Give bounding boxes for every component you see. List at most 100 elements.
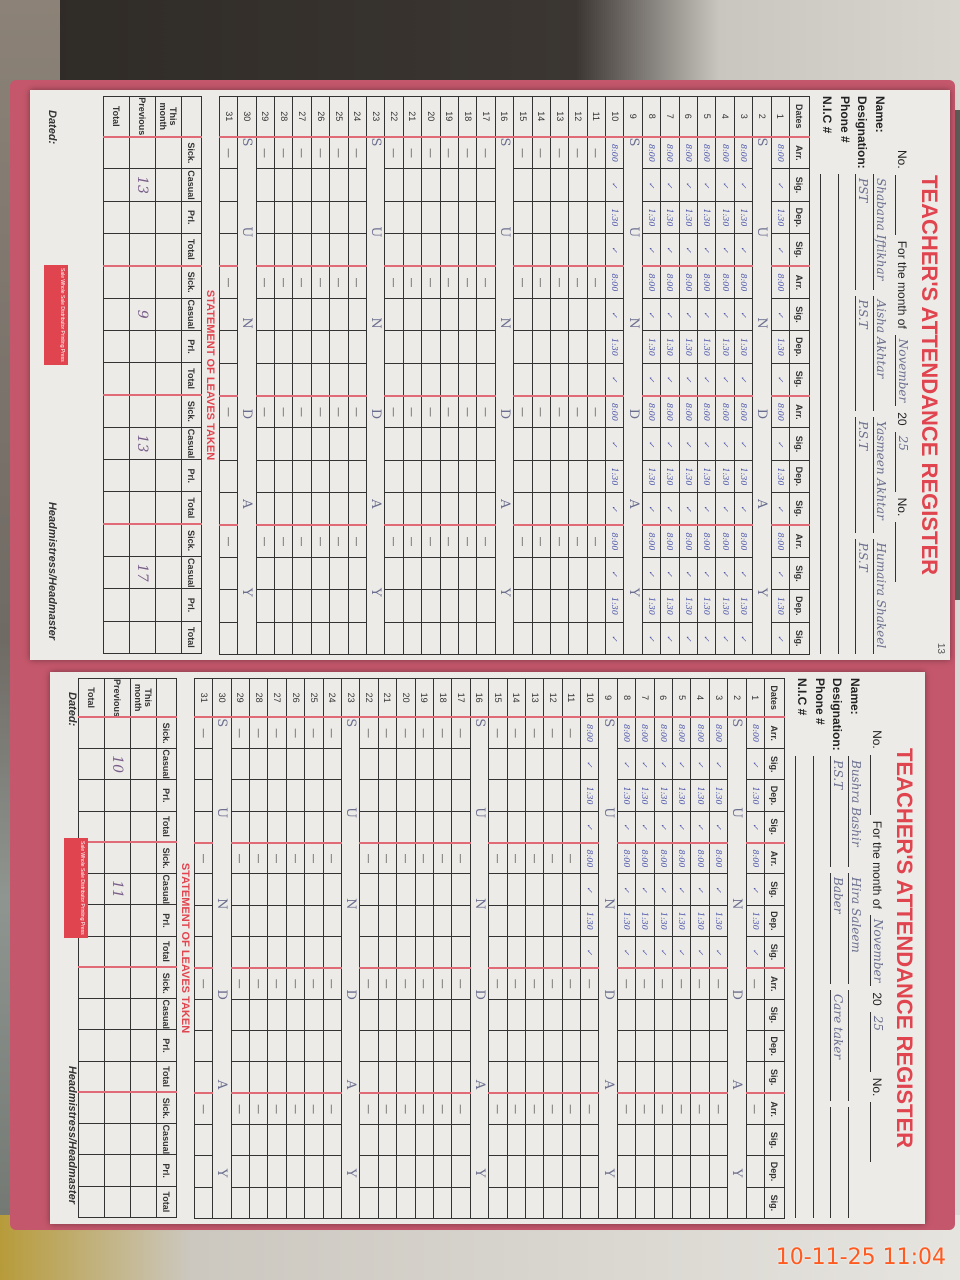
date-cell: 31 bbox=[194, 678, 213, 718]
attendance-cell bbox=[403, 168, 422, 202]
attendance-cell: 1:30 bbox=[697, 460, 716, 493]
attendance-cell: — bbox=[568, 266, 588, 299]
attendance-cell: — bbox=[231, 967, 250, 1000]
attendance-cell bbox=[587, 330, 606, 364]
attendance-cell bbox=[384, 622, 404, 655]
leave-value bbox=[155, 362, 182, 395]
attendance-cell bbox=[568, 233, 588, 266]
attendance-cell bbox=[525, 905, 544, 937]
leave-header: Casual bbox=[181, 298, 202, 331]
attendance-cell bbox=[348, 492, 367, 525]
attendance-cell bbox=[525, 748, 544, 780]
attendance-cell bbox=[568, 168, 588, 202]
attendance-cell: — bbox=[323, 842, 342, 874]
attendance-cell bbox=[384, 363, 404, 396]
attendance-cell bbox=[440, 589, 459, 623]
attendance-cell bbox=[488, 1124, 508, 1156]
attendance-cell bbox=[440, 233, 459, 266]
attendance-cell: — bbox=[654, 1093, 673, 1125]
attendance-cell: — bbox=[587, 525, 606, 558]
attendance-cell: — bbox=[267, 1093, 287, 1125]
date-cell: 29 bbox=[231, 678, 250, 718]
leave-value: 13 bbox=[129, 168, 156, 202]
leave-value bbox=[78, 998, 105, 1030]
attendance-cell bbox=[274, 622, 293, 655]
teacher-designation: P.S.T bbox=[855, 538, 870, 654]
column-header-sig: Sig. bbox=[764, 1124, 785, 1156]
attendance-cell: 1:30 bbox=[771, 460, 790, 493]
attendance-cell bbox=[231, 1030, 250, 1062]
attendance-cell: — bbox=[507, 967, 526, 1000]
attendance-cell bbox=[323, 905, 342, 937]
attendance-cell: ✓ bbox=[617, 873, 636, 906]
attendance-cell bbox=[267, 873, 287, 906]
attendance-cell: — bbox=[304, 967, 324, 1000]
attendance-cell bbox=[348, 233, 367, 266]
attendance-cell bbox=[543, 999, 563, 1031]
attendance-cell bbox=[415, 873, 434, 906]
column-header-dep: Dep. bbox=[789, 460, 810, 493]
attendance-cell: ✓ bbox=[605, 298, 624, 331]
attendance-cell: — bbox=[219, 136, 238, 169]
column-header-sig: Sig. bbox=[789, 298, 810, 331]
attendance-cell: 8:00 bbox=[654, 717, 673, 749]
month-line: No. For the month of November 20 25 No. bbox=[895, 150, 910, 583]
attendance-cell bbox=[690, 1061, 710, 1094]
table-row: 6 8:00 ✓ 1:30 ✓ 8:00 ✓ 1:30 ✓ 8:00 ✓ 1:30 ✓ 8:00 ✓ 1:30… bbox=[679, 96, 698, 655]
attendance-cell bbox=[249, 999, 268, 1031]
attendance-cell bbox=[617, 1061, 636, 1094]
attendance-cell: — bbox=[451, 842, 471, 874]
attendance-cell: ✓ bbox=[605, 622, 624, 655]
attendance-cell bbox=[292, 168, 312, 202]
attendance-cell: — bbox=[403, 136, 422, 169]
attendance-cell: ✓ bbox=[715, 168, 735, 202]
attendance-cell bbox=[421, 233, 441, 266]
attendance-cell: 8:00 bbox=[771, 525, 790, 558]
leave-value bbox=[104, 842, 131, 874]
attendance-cell bbox=[440, 622, 459, 655]
attendance-cell bbox=[396, 811, 416, 843]
attendance-cell: ✓ bbox=[715, 363, 735, 396]
attendance-cell bbox=[458, 233, 477, 266]
leave-header-row: Sick. Casual Prl. Total Sick. Casual Prl. Total… bbox=[156, 678, 177, 1218]
attendance-cell bbox=[532, 427, 551, 461]
attendance-cell: — bbox=[304, 1093, 324, 1125]
attendance-cell bbox=[421, 168, 441, 202]
attendance-cell: — bbox=[267, 967, 287, 1000]
attendance-cell: ✓ bbox=[580, 811, 599, 843]
phone-value bbox=[838, 174, 839, 654]
table-row: 19— — — — bbox=[415, 678, 434, 1219]
teacher-name: Shabana Iftikhar bbox=[873, 174, 888, 290]
leave-value bbox=[104, 779, 131, 812]
date-cell: 30 bbox=[212, 678, 232, 718]
leave-header: Sick. bbox=[156, 967, 177, 999]
attendance-cell: — bbox=[256, 395, 275, 428]
leave-value bbox=[103, 330, 130, 363]
attendance-cell bbox=[194, 1030, 213, 1062]
attendance-cell bbox=[458, 330, 477, 364]
date-cell: 21 bbox=[378, 678, 397, 718]
attendance-cell: 8:00 bbox=[617, 717, 636, 749]
table-row: 28— — — — bbox=[249, 678, 268, 1219]
leave-value bbox=[155, 621, 182, 654]
attendance-cell: — bbox=[396, 717, 416, 749]
attendance-cell bbox=[384, 589, 404, 623]
attendance-cell bbox=[421, 460, 441, 493]
attendance-cell bbox=[378, 1061, 397, 1094]
table-row: 25— — — — bbox=[304, 678, 324, 1219]
attendance-cell: 1:30 bbox=[771, 589, 790, 623]
attendance-cell bbox=[617, 999, 636, 1031]
attendance-cell: 1:30 bbox=[715, 330, 735, 364]
attendance-cell: — bbox=[396, 967, 416, 1000]
attendance-cell bbox=[617, 1155, 636, 1188]
leave-value bbox=[155, 588, 182, 622]
attendance-cell: — bbox=[329, 525, 349, 558]
date-cell: 5 bbox=[697, 96, 716, 137]
dated-label: Dated: bbox=[46, 110, 58, 145]
attendance-cell bbox=[476, 460, 496, 493]
attendance-cell: 8:00 bbox=[679, 525, 698, 558]
attendance-cell bbox=[543, 811, 563, 843]
attendance-cell: — bbox=[323, 1093, 342, 1125]
attendance-cell bbox=[415, 1124, 434, 1156]
leave-value: 9 bbox=[129, 298, 156, 331]
